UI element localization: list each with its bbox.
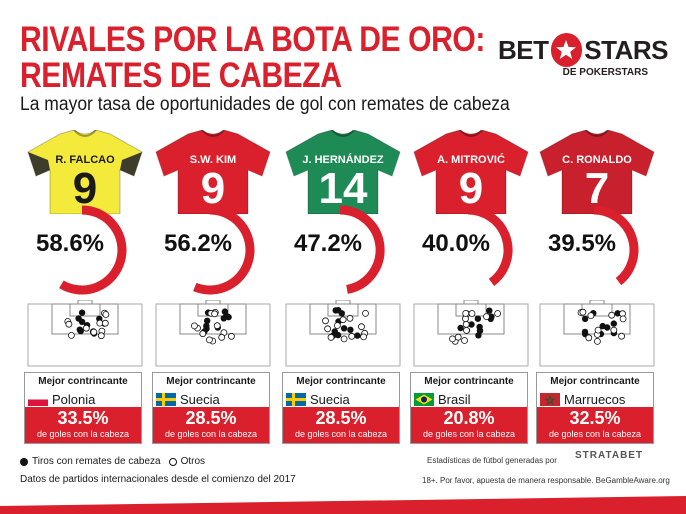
player-card: A. MITROVIĆ 9 40.0% Mejor contrincante Brasi… (408, 120, 534, 450)
best-opponent-label: Mejor contrincante (296, 376, 386, 387)
sweden-flag-icon (286, 392, 306, 406)
player-name: R. FALCAO (55, 154, 115, 166)
legend: Tiros con remates de cabeza Otros (20, 456, 205, 467)
shot-map (412, 299, 530, 368)
player-number: 7 (584, 164, 610, 213)
player-card: R. FALCAO 9 58.6% Mejor contrincante Polonia… (22, 120, 148, 450)
page-title: RIVALES POR LA BOTA DE ORO: REMATES DE C… (20, 22, 485, 94)
brand-left: BET (498, 34, 549, 65)
header-chance-percent: 39.5% (547, 230, 617, 257)
shot-map (284, 299, 402, 368)
opponent-percent-note: de goles con la cabeza (164, 429, 258, 439)
opponent-percent: 28.5% (185, 408, 237, 428)
page-subtitle: La mayor tasa de oportunidades de gol co… (20, 94, 510, 115)
legend-filled-label: Tiros con remates de cabeza (32, 456, 161, 467)
opponent-percent-note: de goles con la cabeza (294, 429, 388, 439)
shot-map (26, 299, 144, 368)
data-source-note: Datos de partidos internacionales desde … (20, 474, 296, 485)
jersey-icon: S.W. KIM 9 (150, 129, 276, 215)
stats-credit: Estadísticas de fútbol generadas por STR… (427, 450, 642, 465)
player-number: 9 (72, 164, 98, 213)
best-opponent-box: Mejor contrincante Brasil 20.8% de goles co… (410, 372, 528, 444)
jersey-icon: J. HERNÁNDEZ 14 (280, 129, 406, 215)
percent-gauge (288, 202, 400, 302)
best-opponent-label: Mejor contrincante (550, 376, 640, 387)
jersey-icon: C. RONALDO 7 (534, 129, 660, 215)
empty-dot-icon (168, 457, 177, 466)
jersey-icon: R. FALCAO 9 (22, 129, 148, 215)
header-chance-percent: 47.2% (293, 230, 363, 257)
morocco-flag-icon (540, 392, 560, 406)
best-opponent-label: Mejor contrincante (166, 376, 256, 387)
opponent-percent: 20.8% (443, 408, 495, 428)
brazil-flag-icon (414, 392, 434, 406)
opponent-percent: 33.5% (57, 408, 109, 428)
poland-flag-icon (28, 392, 48, 406)
opponent-percent-note: de goles con la cabeza (422, 429, 516, 439)
title-line-1: RIVALES POR LA BOTA DE ORO: (20, 20, 485, 59)
opponent-percent-note: de goles con la cabeza (36, 429, 130, 439)
best-opponent-box: Mejor contrincante Suecia 28.5% de goles co… (282, 372, 400, 444)
best-opponent-box: Mejor contrincante Suecia 28.5% de goles co… (152, 372, 270, 444)
opponent-percent-note: de goles con la cabeza (548, 429, 642, 439)
brand-right: STARS (584, 34, 668, 65)
player-name: S.W. KIM (189, 154, 237, 166)
header-chance-percent: 56.2% (163, 230, 233, 257)
player-name: C. RONALDO (562, 154, 632, 166)
shot-map (538, 299, 656, 368)
legend-empty-label: Otros (180, 456, 206, 467)
best-opponent-label: Mejor contrincante (38, 376, 128, 387)
opponent-name: Marruecos (564, 391, 626, 407)
header-chance-percent: 40.0% (421, 230, 491, 257)
title-line-2: REMATES DE CABEZA (20, 56, 342, 95)
player-card: S.W. KIM 9 56.2% Mejor contrincante Suecia 28… (150, 120, 276, 450)
star-icon (550, 33, 583, 67)
player-number: 9 (200, 164, 226, 213)
player-card: J. HERNÁNDEZ 14 47.2% Mejor contrincante Sue… (280, 120, 406, 450)
opponent-percent: 32.5% (569, 408, 621, 428)
opponent-name: Polonia (52, 391, 96, 407)
best-opponent-box: Mejor contrincante Marruecos 32.5% de goles… (536, 372, 654, 444)
header-chance-percent: 58.6% (35, 230, 105, 257)
sweden-flag-icon (156, 392, 176, 406)
percent-gauge (158, 202, 270, 302)
filled-dot-icon (20, 457, 28, 466)
bottom-red-band (0, 496, 686, 514)
opponent-name: Suecia (180, 391, 220, 407)
best-opponent-label: Mejor contrincante (424, 376, 514, 387)
responsible-gambling-note: 18+. Por favor, apuesta de manera respon… (422, 476, 670, 485)
shot-map (154, 299, 272, 368)
player-name: J. HERNÁNDEZ (302, 154, 384, 166)
percent-gauge (30, 202, 142, 302)
player-name: A. MITROVIĆ (437, 154, 505, 166)
percent-gauge (542, 202, 654, 302)
player-number: 14 (318, 164, 368, 213)
player-card: C. RONALDO 7 39.5% Mejor contrincante Marrue… (534, 120, 660, 450)
player-number: 9 (458, 164, 484, 213)
opponent-percent: 28.5% (315, 408, 367, 428)
betstars-logo: BET STARS DE POKERSTARS (498, 33, 668, 81)
jersey-icon: A. MITROVIĆ 9 (408, 129, 534, 215)
stratabet-logo: STRATABET (575, 450, 644, 461)
stats-credit-label: Estadísticas de fútbol generadas por (427, 456, 557, 465)
best-opponent-box: Mejor contrincante Polonia 33.5% de goles c… (24, 372, 142, 444)
opponent-name: Brasil (438, 391, 471, 407)
brand-sub: DE POKERSTARS (562, 67, 648, 78)
percent-gauge (416, 202, 528, 302)
opponent-name: Suecia (310, 391, 350, 407)
